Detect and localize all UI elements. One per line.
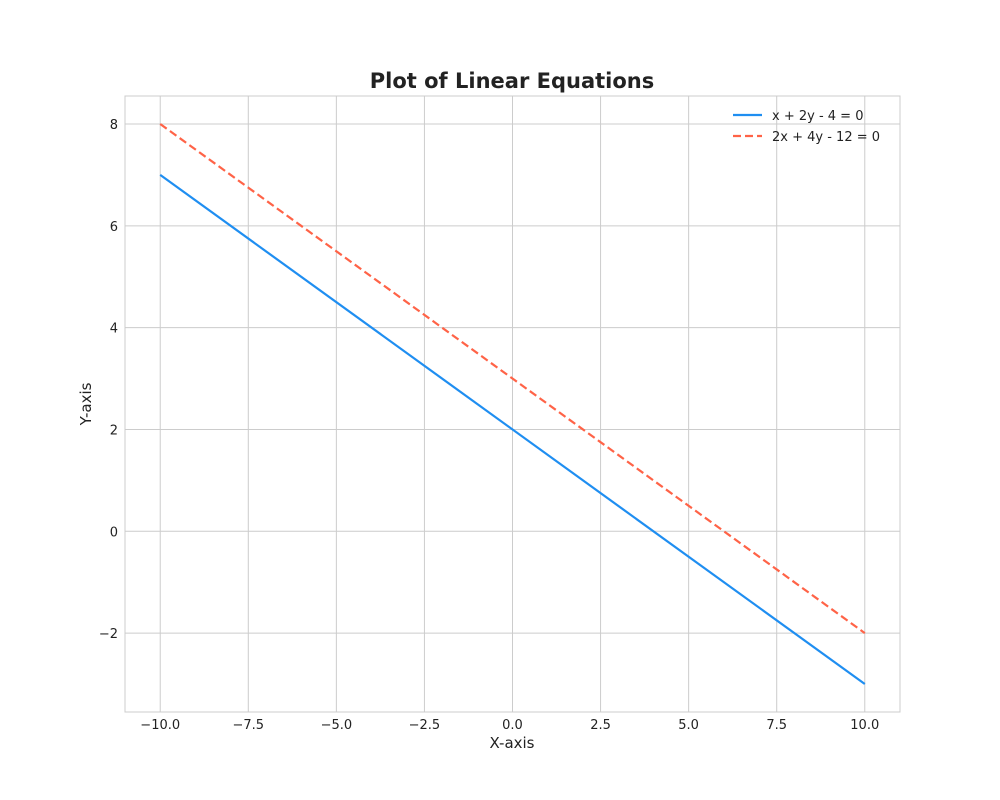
x-tick-label: −2.5 <box>409 718 441 733</box>
y-tick-label: 4 <box>110 322 118 337</box>
x-tick-label: 2.5 <box>590 718 611 733</box>
x-tick-label: 10.0 <box>850 718 879 733</box>
chart-title: Plot of Linear Equations <box>370 69 654 93</box>
tick-labels: −10.0 −7.5 −5.0 −2.5 0.0 2.5 5.0 7.5 10.0 −2 0 2 4 6 8 <box>99 118 879 733</box>
x-tick-label: −7.5 <box>233 718 265 733</box>
legend-label-1: x + 2y - 4 = 0 <box>772 109 863 124</box>
legend: x + 2y - 4 = 0 2x + 4y - 12 = 0 <box>733 109 880 145</box>
y-axis-label: Y-axis <box>77 382 95 426</box>
y-tick-label: 2 <box>110 423 118 438</box>
plot-frame <box>124 95 901 713</box>
y-tick-label: 6 <box>110 220 118 235</box>
x-tick-label: −10.0 <box>140 718 180 733</box>
x-axis-label: X-axis <box>490 734 535 752</box>
x-tick-label: 7.5 <box>766 718 787 733</box>
y-tick-label: 0 <box>110 525 118 540</box>
y-tick-label: 8 <box>110 118 118 133</box>
series-line-2 <box>159 123 866 634</box>
x-tick-label: −5.0 <box>321 718 353 733</box>
series-layer <box>159 123 866 685</box>
legend-label-2: 2x + 4y - 12 = 0 <box>772 130 880 145</box>
series-line-1 <box>159 174 866 685</box>
grid <box>125 96 900 712</box>
x-tick-label: 5.0 <box>678 718 699 733</box>
y-tick-label: −2 <box>99 627 118 642</box>
x-tick-label: 0.0 <box>502 718 523 733</box>
